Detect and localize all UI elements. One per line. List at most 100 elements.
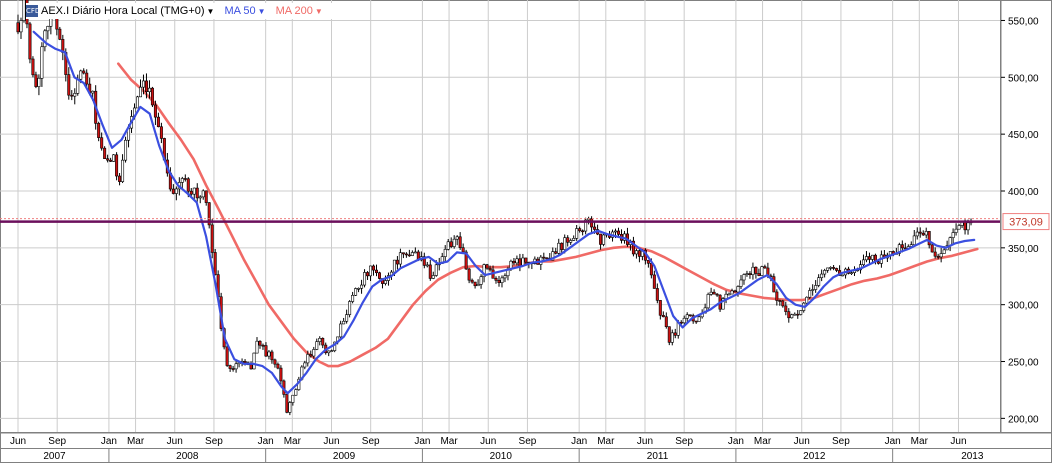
candle (141, 74, 145, 95)
year-tick-label: 2010 (490, 451, 513, 462)
candle (156, 112, 160, 128)
candle (512, 258, 516, 266)
candle (366, 271, 370, 280)
candle (775, 289, 779, 306)
candle (503, 273, 507, 283)
month-tick-label: Sep (362, 436, 380, 447)
year-tick-label: 2013 (961, 451, 984, 462)
month-tick-label: Jun (167, 436, 183, 447)
candle (864, 251, 868, 263)
candle (652, 270, 656, 289)
candle (138, 79, 142, 98)
candle (150, 86, 154, 108)
candle (85, 69, 89, 90)
candle (455, 235, 459, 246)
candle (927, 230, 931, 249)
candle (73, 88, 77, 105)
candle (808, 287, 812, 300)
chart-legend: CFD AEX.I Diário Hora Local (TMG+0) ▼ MA… (26, 3, 333, 19)
candle (602, 233, 606, 247)
candle (124, 136, 128, 163)
candle (861, 254, 865, 268)
candle (37, 74, 41, 96)
candle (288, 400, 292, 416)
candle (225, 342, 229, 367)
last-price-label-group: 373,09 (1002, 213, 1050, 231)
candle (67, 67, 71, 100)
candle (449, 237, 453, 249)
month-tick-label: Sep (832, 436, 850, 447)
candle (369, 265, 373, 282)
candle (727, 292, 731, 296)
ma50-indicator[interactable]: MA 50 ▼ (224, 5, 265, 17)
x-axis-labels: Jun Sep Jan Mar Jun Sep Jan Mar Jun Sep Jan Mar Jun S… (10, 436, 984, 463)
ma50-line (32, 30, 976, 395)
month-tick-label: Jun (323, 436, 339, 447)
year-tick-label: 2012 (803, 451, 826, 462)
candle (31, 56, 35, 78)
candle (40, 42, 44, 87)
candle (658, 300, 662, 320)
candle (377, 271, 381, 280)
month-tick-label: Sep (48, 436, 66, 447)
caret-down-icon: ▼ (257, 6, 266, 16)
y-tick-label: 400,00 (1008, 187, 1039, 198)
cfd-logo-icon: CFD (26, 5, 41, 17)
candle (210, 219, 214, 259)
candle (739, 275, 743, 290)
candle (401, 252, 405, 259)
candle (685, 312, 689, 322)
month-tick-label: Mar (597, 436, 615, 447)
candle (410, 250, 414, 257)
y-axis-labels: 200,00 250,00 300,00 350,00 400,00 450,00 500,… (1001, 16, 1039, 425)
candle (213, 248, 217, 276)
candle (915, 227, 919, 240)
candle (201, 189, 205, 200)
ma200-indicator[interactable]: MA 200 ▼ (276, 5, 323, 17)
candle (270, 349, 274, 364)
candle (443, 245, 447, 262)
candle (524, 257, 528, 265)
candle (814, 280, 818, 293)
candle (159, 122, 163, 144)
y-tick-label: 250,00 (1008, 358, 1039, 369)
symbol-selector[interactable]: AEX.I Diário Hora Local (TMG+0) ▼ (41, 5, 214, 17)
candle (207, 202, 211, 229)
candle (957, 223, 961, 230)
candle (826, 267, 830, 273)
candle (757, 268, 761, 277)
candle (951, 228, 955, 244)
month-tick-label: Jan (414, 436, 430, 447)
candle (422, 252, 426, 269)
candle (357, 287, 361, 293)
candle (180, 176, 184, 189)
candle (372, 264, 376, 276)
candle (616, 227, 620, 237)
candle (829, 266, 833, 271)
candle (667, 326, 671, 346)
candle (581, 229, 585, 236)
month-tick-label: Jun (950, 436, 966, 447)
ma50-label: MA 50 (224, 5, 256, 17)
candle (823, 268, 827, 278)
candle (461, 243, 465, 253)
candle (431, 271, 435, 280)
y-tick-label: 500,00 (1008, 73, 1039, 84)
candle (799, 310, 803, 316)
candle (497, 275, 501, 287)
caret-down-icon: ▼ (206, 6, 215, 16)
candle (670, 329, 674, 346)
candle (398, 248, 402, 269)
candle (279, 365, 283, 385)
candle (575, 224, 579, 241)
candle (485, 263, 489, 270)
candle (933, 247, 937, 259)
candle (566, 235, 570, 247)
candle (121, 154, 125, 184)
candle (637, 248, 641, 263)
candle (781, 299, 785, 308)
candle (712, 289, 716, 295)
candle (515, 255, 519, 266)
